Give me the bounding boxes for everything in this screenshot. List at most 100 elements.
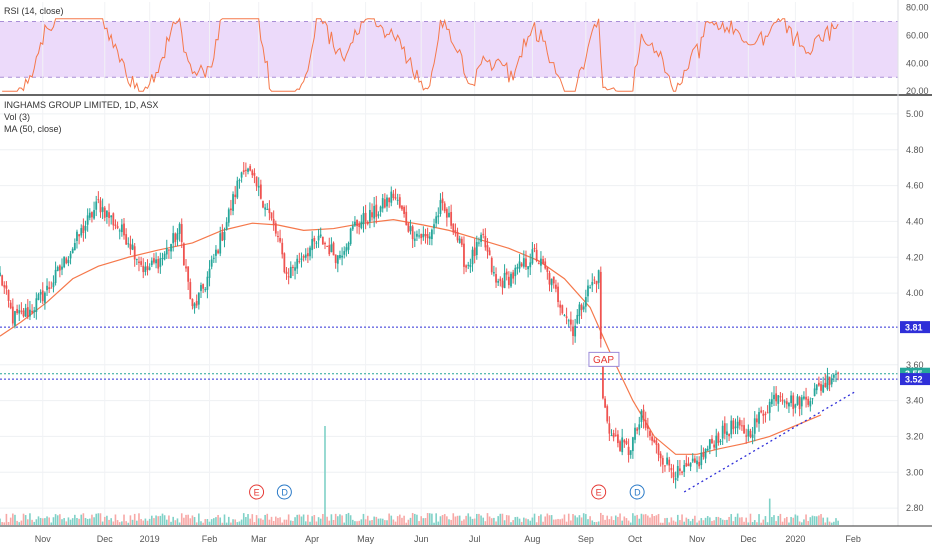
volume-bar	[204, 519, 207, 525]
candle-body	[501, 280, 504, 288]
volume-bar	[702, 520, 705, 525]
candle-body	[454, 229, 457, 234]
volume-bar	[565, 521, 568, 525]
candle-body	[728, 434, 730, 437]
candle-body	[9, 302, 12, 309]
volume-bar	[591, 520, 594, 525]
candle-body	[572, 327, 574, 336]
candle-body	[253, 172, 256, 176]
candle-body	[39, 292, 42, 295]
price-tick-label: 4.60	[906, 181, 924, 191]
volume-bar	[505, 515, 508, 525]
candle-body	[95, 201, 98, 210]
volume-bar	[108, 519, 110, 525]
volume-bar	[296, 514, 298, 525]
volume-bar	[559, 519, 561, 525]
candle-body	[516, 267, 519, 269]
volume-bar	[482, 517, 485, 525]
candle-body	[681, 471, 683, 473]
volume-bar	[762, 519, 765, 525]
volume-bar	[103, 516, 106, 525]
candle-body	[745, 435, 748, 437]
candle-body	[537, 263, 540, 265]
volume-bar	[298, 514, 301, 525]
candle-body	[375, 204, 378, 217]
candle-body	[512, 272, 515, 279]
candle-body	[800, 397, 803, 407]
volume-bar	[262, 519, 264, 525]
candle-body	[557, 286, 559, 302]
volume-bar	[127, 522, 130, 525]
volume-bar	[488, 516, 491, 525]
candle-body	[187, 266, 190, 282]
volume-bar	[54, 514, 57, 525]
candle-body	[811, 398, 814, 400]
candle-body	[433, 224, 435, 229]
volume-bar	[18, 522, 21, 525]
volume-bar	[749, 513, 752, 525]
candle-body	[317, 235, 320, 241]
candle-body	[751, 434, 754, 438]
volume-bar	[163, 515, 166, 525]
candle-body	[392, 193, 395, 198]
volume-bar	[726, 519, 728, 525]
candle-body	[133, 246, 136, 260]
candle-body	[403, 206, 405, 214]
price-tick-label: 4.20	[906, 252, 924, 262]
volume-bar	[257, 518, 260, 525]
volume-bar	[309, 521, 311, 525]
volume-bar	[74, 514, 76, 525]
volume-bar	[3, 522, 6, 525]
volume-bar	[69, 519, 72, 525]
volume-bar	[753, 520, 756, 525]
candle-body	[619, 441, 621, 451]
volume-bar	[448, 519, 450, 525]
candle-body	[522, 258, 525, 267]
candle-body	[88, 212, 91, 218]
candle-body	[614, 434, 617, 436]
candle-body	[129, 243, 132, 250]
volume-bar	[443, 514, 446, 525]
volume-bar	[721, 519, 724, 525]
volume-bar	[106, 515, 108, 525]
candle-body	[717, 433, 720, 444]
candle-body	[24, 308, 27, 317]
rsi-tick-label: 60.00	[906, 30, 929, 40]
volume-bar	[514, 517, 517, 525]
volume-bar	[37, 516, 40, 525]
volume-bar	[91, 514, 93, 525]
candle-body	[180, 224, 183, 243]
candle-body	[103, 207, 106, 218]
dividend-marker[interactable]	[629, 484, 645, 500]
volume-bar	[698, 520, 700, 525]
volume-bar	[159, 515, 162, 525]
candle-body	[388, 197, 391, 203]
volume-bar	[779, 513, 782, 525]
candle-body	[420, 233, 423, 239]
earnings-marker[interactable]	[591, 484, 607, 500]
candle-body	[279, 237, 281, 242]
candle-body	[138, 261, 140, 264]
earnings-marker[interactable]	[249, 484, 265, 500]
candle-body	[708, 439, 711, 449]
volume-bar	[694, 515, 696, 525]
volume-bar	[783, 518, 786, 525]
candle-body	[368, 209, 371, 222]
volume-bar	[446, 516, 448, 525]
volume-bar	[242, 513, 245, 525]
candle-body	[311, 238, 314, 251]
candle-body	[108, 212, 110, 218]
volume-bar	[433, 522, 435, 525]
dividend-marker[interactable]	[276, 484, 292, 500]
candle-body	[670, 467, 673, 471]
volume-bar	[706, 516, 709, 525]
candle-body	[495, 274, 497, 283]
volume-bar	[651, 513, 653, 525]
candle-body	[529, 262, 532, 268]
volume-bar	[632, 513, 634, 525]
candle-body	[204, 289, 207, 291]
candle-body	[706, 448, 709, 451]
candle-body	[324, 242, 326, 245]
volume-bar	[822, 517, 824, 525]
candle-body	[56, 266, 59, 271]
